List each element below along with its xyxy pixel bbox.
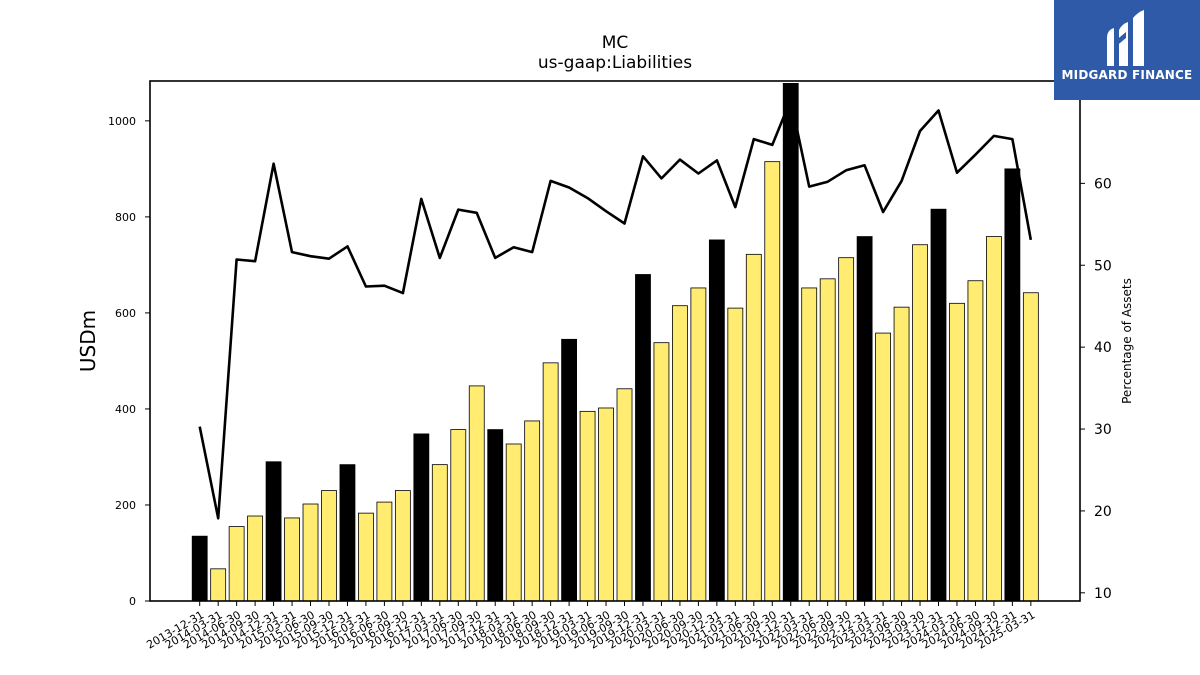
bar-2013-12-31 xyxy=(191,535,208,602)
bar-2014-03-31 xyxy=(210,568,227,602)
logo-mark-icon xyxy=(1107,10,1144,66)
left-tick-label: 200 xyxy=(115,499,136,512)
line-group xyxy=(198,98,1033,520)
left-tick-label: 1000 xyxy=(108,115,136,128)
right-tick-label: 10 xyxy=(1094,586,1112,602)
bar-2025-03-31 xyxy=(1022,292,1039,602)
bar-2017-12-31 xyxy=(487,429,504,602)
chart-title: MC xyxy=(602,33,629,53)
bar-2015-03-31 xyxy=(284,517,300,602)
right-axis-ticks: 10 20 30 40 50 60 xyxy=(1080,176,1112,602)
bars-group xyxy=(191,83,1039,602)
bar-2022-12-31 xyxy=(856,236,873,602)
bar-2015-09-30 xyxy=(321,490,337,602)
bar-2019-06-30 xyxy=(598,407,614,602)
bar-2019-03-31 xyxy=(579,410,596,602)
bar-2015-12-31 xyxy=(339,464,356,602)
bar-2024-12-31 xyxy=(1004,168,1021,602)
bar-2017-06-30 xyxy=(450,429,467,602)
bar-2022-06-30 xyxy=(819,278,836,602)
bar-2021-06-30 xyxy=(745,253,762,602)
bar-2018-09-30 xyxy=(542,362,559,602)
bar-2018-06-30 xyxy=(524,420,541,602)
bar-2019-09-30 xyxy=(616,388,633,602)
bar-2016-06-30 xyxy=(376,501,393,602)
logo-text: MIDGARD FINANCE xyxy=(1061,68,1193,82)
bar-2014-12-31 xyxy=(265,461,282,602)
bar-2024-06-30 xyxy=(967,280,984,602)
bar-2020-03-31 xyxy=(653,342,670,602)
right-tick-label: 40 xyxy=(1094,340,1112,356)
bar-2023-12-31 xyxy=(930,208,947,602)
bar-2016-09-30 xyxy=(394,490,411,602)
right-tick-label: 20 xyxy=(1094,504,1112,520)
bar-2014-06-30 xyxy=(228,526,245,602)
bar-2021-09-30 xyxy=(764,161,781,602)
right-tick-label: 50 xyxy=(1094,258,1112,274)
bar-2015-06-30 xyxy=(302,503,319,602)
bar-2018-03-31 xyxy=(505,443,522,602)
y2-axis-label: Percentage of Assets xyxy=(1120,278,1134,404)
plot-frame xyxy=(149,80,1081,602)
bar-2020-09-30 xyxy=(690,287,707,602)
bar-2014-09-30 xyxy=(247,515,264,602)
bar-2024-03-31 xyxy=(949,302,965,602)
bar-2017-09-30 xyxy=(468,385,485,602)
bar-2022-09-30 xyxy=(838,257,855,602)
left-tick-label: 600 xyxy=(115,307,136,320)
bar-2021-12-31 xyxy=(782,83,799,602)
bar-2018-12-31 xyxy=(561,338,577,602)
left-tick-label: 400 xyxy=(115,403,136,416)
bar-2023-03-31 xyxy=(875,332,891,602)
bar-2022-03-31 xyxy=(801,287,818,602)
chart-subtitle: us-gaap:Liabilities xyxy=(538,53,692,73)
bar-2016-12-31 xyxy=(413,433,430,602)
bar-2023-06-30 xyxy=(893,306,910,602)
bar-2023-09-30 xyxy=(912,244,928,602)
left-axis-ticks: 0 200 400 600 800 1000 xyxy=(108,115,150,608)
left-tick-label: 0 xyxy=(129,595,136,608)
x-axis-ticks: 2013-12-312014-03-312014-06-302014-09-30… xyxy=(144,601,1037,652)
left-tick-label: 800 xyxy=(115,211,136,224)
bar-2020-06-30 xyxy=(672,305,688,602)
brand-logo: MIDGARD FINANCE xyxy=(1054,0,1200,100)
bar-2019-12-31 xyxy=(635,274,651,602)
right-tick-label: 30 xyxy=(1094,422,1112,438)
bar-2024-09-30 xyxy=(986,236,1002,602)
bar-2020-12-31 xyxy=(708,239,725,602)
right-tick-label: 60 xyxy=(1094,176,1112,192)
bar-2016-03-31 xyxy=(358,512,374,602)
bar-2017-03-31 xyxy=(431,464,448,602)
bar-2021-03-31 xyxy=(727,307,744,602)
y-axis-label: USDm xyxy=(76,310,100,372)
percentage-line xyxy=(198,98,1033,520)
